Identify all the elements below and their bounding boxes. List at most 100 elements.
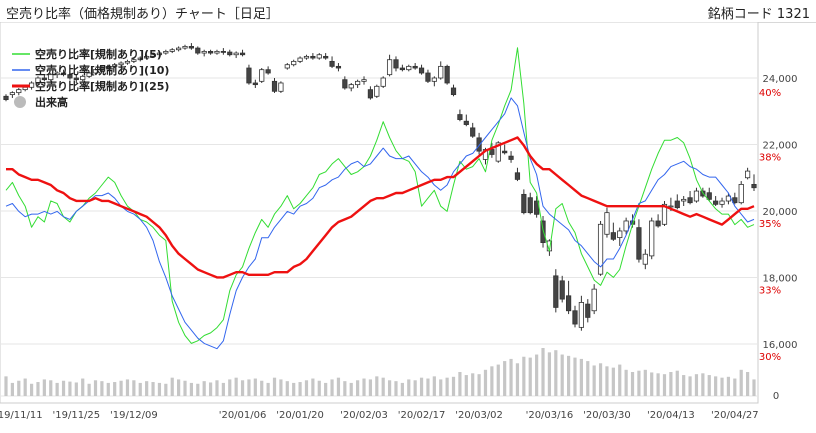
candle-body (176, 47, 182, 51)
volume-bar (317, 380, 321, 396)
x-tick-label: '20/03/30 (583, 410, 631, 421)
candle-body (565, 295, 572, 312)
volume-bar (157, 382, 162, 396)
volume-bars (4, 348, 756, 396)
candle-body (169, 49, 175, 52)
volume-bar (23, 378, 27, 396)
candle-body (86, 72, 92, 77)
volume-bar (260, 380, 264, 396)
volume-bar (247, 379, 251, 396)
ratio-tick-label: 38% (759, 153, 781, 164)
volume-bar (145, 381, 149, 396)
price-tick-label: 24,000 (763, 74, 798, 85)
candle-body (431, 77, 437, 82)
volume-bar (311, 378, 315, 396)
x-tick-label: '20/03/16 (526, 410, 574, 421)
candle-body (9, 92, 15, 96)
candle-body (156, 52, 163, 56)
volume-bar (55, 382, 59, 396)
price-tick-label: 18,000 (763, 274, 798, 285)
volume-bar (240, 380, 245, 396)
volume-bar (362, 378, 366, 396)
volume-bar (650, 372, 654, 396)
volume-bar (714, 376, 718, 396)
candle-body (99, 67, 105, 71)
candle-body (444, 65, 450, 84)
volume-bar (17, 380, 21, 396)
volume-bar (189, 382, 194, 396)
volume-bar (471, 373, 475, 396)
ma-lines (5, 47, 755, 350)
candle-body (553, 275, 559, 308)
candle-body (623, 220, 629, 232)
candle-body (278, 82, 284, 92)
x-tick-label: '19/11/11 (0, 410, 43, 421)
volume-bar (215, 380, 219, 396)
legend-label: 空売り比率[規制あり](10) (35, 63, 169, 77)
candle-body (150, 54, 156, 57)
volume-bar (87, 383, 91, 396)
candle-body (604, 212, 610, 235)
legend-label: 空売り比率[規制あり](5) (35, 47, 162, 61)
volume-bar (432, 376, 436, 396)
candle-body (271, 80, 278, 92)
volume-bar (419, 377, 424, 396)
candle-body (323, 55, 329, 59)
volume-bar (566, 355, 571, 396)
candle-body (195, 47, 201, 54)
volume-bar (605, 366, 609, 396)
candle-body (693, 190, 700, 202)
candle-body (649, 220, 655, 257)
volume-bar (483, 369, 488, 396)
volume-bar (330, 379, 334, 396)
candle-body (144, 55, 150, 59)
volume-bar (266, 382, 270, 396)
volume-bar (439, 379, 443, 396)
volume-bar (682, 375, 686, 396)
candle-body (438, 65, 444, 79)
ratio-tick-label: 40% (759, 88, 781, 99)
volume-bar (464, 375, 468, 396)
candle-body (303, 55, 310, 59)
candle-body (35, 77, 41, 84)
volume-bar (413, 380, 417, 396)
volume-bar (503, 361, 507, 396)
candle-body (239, 52, 246, 56)
candle-body (457, 114, 463, 120)
price-tick-label: 16,000 (763, 340, 798, 351)
candle-body (578, 302, 584, 328)
candle-body (182, 46, 188, 49)
candle-body (207, 50, 214, 54)
volume-bar (720, 377, 724, 396)
volume-bar (49, 380, 53, 396)
volume-bar (515, 363, 520, 396)
volume-bar (746, 372, 750, 396)
candle-body (687, 197, 693, 204)
candle-body (355, 80, 361, 86)
volume-bar (93, 380, 98, 396)
volume-bar (279, 379, 283, 396)
candle-body (502, 150, 508, 154)
candle-body (214, 50, 220, 54)
right-axis: 24,000 22,000 20,000 18,000 16,000 40% 38% 35% 3… (759, 74, 798, 402)
volume-bar (739, 369, 743, 396)
volume-bar (125, 379, 130, 396)
candle-body (732, 197, 738, 204)
volume-bar (183, 380, 187, 396)
volume-bar (407, 379, 411, 396)
candle-body (361, 79, 367, 82)
candle-body (374, 85, 380, 97)
volume-bar (106, 382, 110, 396)
candle-body (233, 52, 239, 56)
volume-bar (387, 380, 392, 396)
candle-body (92, 69, 99, 74)
volume-bar (451, 376, 456, 396)
volume-bar (343, 381, 347, 396)
candle-body (719, 200, 725, 205)
volume-tick-label: 0 (773, 391, 779, 402)
candle-body (265, 69, 271, 74)
candle-body (521, 193, 527, 214)
volume-bar (643, 369, 647, 396)
volume-bar (541, 348, 545, 396)
volume-bar (42, 379, 46, 396)
